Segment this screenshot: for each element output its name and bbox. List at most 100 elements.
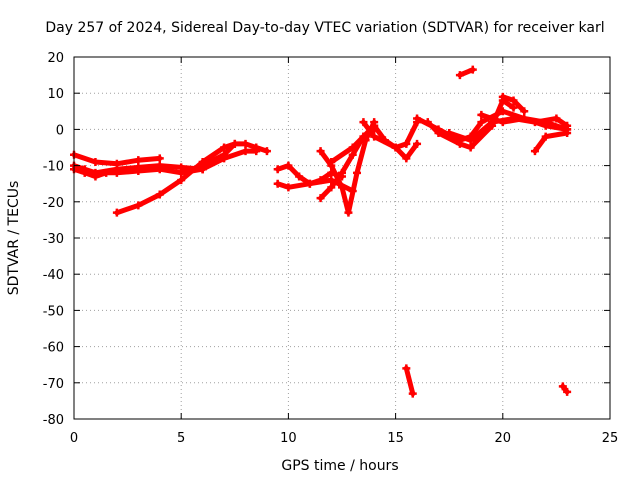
- data-point: [327, 183, 336, 192]
- data-point: [344, 208, 353, 217]
- grid-lines: [74, 57, 610, 419]
- data-point: [112, 168, 121, 177]
- data-point: [327, 157, 336, 166]
- x-tick-label: 5: [177, 431, 185, 446]
- data-point: [434, 129, 443, 138]
- x-axis-title: GPS time / hours: [281, 458, 398, 474]
- y-axis-title: SDTVAR / TECUs: [6, 181, 22, 296]
- data-point: [370, 132, 379, 141]
- y-tick-label: -40: [43, 268, 64, 283]
- data-point: [563, 129, 572, 138]
- data-point: [520, 107, 529, 116]
- data-point: [413, 139, 422, 148]
- data-series-track-6: [200, 148, 259, 172]
- data-point: [477, 110, 486, 119]
- y-tick-label: -50: [43, 304, 64, 319]
- chart-title: Day 257 of 2024, Sidereal Day-to-day VTE…: [45, 20, 604, 36]
- data-point: [316, 194, 325, 203]
- data-point: [552, 114, 561, 123]
- data-point: [91, 172, 100, 181]
- data-point: [466, 136, 475, 145]
- data-point: [455, 71, 464, 80]
- data-point: [477, 118, 486, 127]
- data-series-track-4: [114, 141, 238, 216]
- x-tick-label: 0: [70, 431, 78, 446]
- data-point: [402, 364, 411, 373]
- data-point: [509, 103, 518, 112]
- data-point: [498, 118, 507, 127]
- data-series-track-21: [403, 365, 416, 397]
- data-point: [112, 159, 121, 168]
- x-tick-label: 25: [602, 431, 619, 446]
- data-point: [134, 201, 143, 210]
- data-point: [91, 157, 100, 166]
- data-point: [295, 172, 304, 181]
- data-point: [284, 161, 293, 170]
- data-point: [520, 114, 529, 123]
- data-point: [402, 154, 411, 163]
- y-tick-label: -10: [43, 160, 64, 175]
- data-point: [541, 132, 550, 141]
- data-point: [563, 387, 572, 396]
- data-point: [80, 168, 89, 177]
- data-point: [273, 179, 282, 188]
- data-series-track-20: [532, 130, 570, 154]
- data-point: [455, 139, 464, 148]
- data-point: [316, 147, 325, 156]
- data-point: [498, 92, 507, 101]
- data-point: [198, 165, 207, 174]
- data-tracks: [70, 65, 572, 398]
- data-point: [305, 179, 314, 188]
- data-point: [509, 96, 518, 105]
- y-tick-label: -30: [43, 232, 64, 247]
- x-tick-label: 10: [280, 431, 297, 446]
- data-point: [466, 143, 475, 152]
- data-point: [241, 147, 250, 156]
- data-point: [558, 382, 567, 391]
- data-point: [112, 208, 121, 217]
- y-tick-label: 0: [56, 123, 64, 138]
- data-point: [408, 389, 417, 398]
- data-point: [230, 139, 239, 148]
- data-point: [391, 143, 400, 152]
- data-point: [338, 168, 346, 177]
- data-point: [445, 129, 454, 138]
- data-point: [262, 147, 271, 156]
- data-point: [370, 121, 379, 130]
- y-tick-label: -60: [43, 341, 64, 356]
- data-point: [241, 139, 250, 148]
- data-point: [284, 183, 293, 192]
- data-point: [155, 165, 164, 174]
- x-tick-label: 20: [495, 431, 512, 446]
- data-point: [134, 167, 143, 176]
- data-point: [338, 183, 346, 192]
- y-tick-label: -20: [43, 196, 64, 211]
- data-point: [359, 118, 368, 127]
- data-point: [541, 121, 550, 130]
- data-point: [359, 132, 368, 141]
- data-point: [102, 168, 111, 177]
- data-point: [423, 118, 432, 127]
- data-point: [273, 165, 282, 174]
- data-point: [348, 150, 357, 159]
- data-point: [220, 143, 229, 152]
- y-tick-label: 10: [47, 87, 64, 102]
- y-tick-label: 20: [47, 51, 64, 66]
- axis-ticks: -80 -70 -60 -50 -40 -30 -20 -10 0 10 20 0 5 10 15 20 25: [43, 51, 619, 446]
- data-point: [134, 156, 143, 165]
- data-point: [402, 139, 411, 148]
- data-point: [413, 114, 422, 123]
- data-point: [220, 154, 229, 163]
- data-point: [252, 147, 261, 156]
- data-point: [353, 168, 362, 177]
- data-point: [177, 176, 186, 185]
- data-point: [468, 65, 477, 74]
- data-point: [155, 154, 164, 163]
- data-point: [177, 168, 186, 177]
- data-point: [348, 143, 357, 152]
- y-tick-label: -80: [43, 413, 64, 428]
- data-point: [155, 190, 164, 199]
- x-tick-label: 15: [387, 431, 404, 446]
- y-tick-label: -70: [43, 377, 64, 392]
